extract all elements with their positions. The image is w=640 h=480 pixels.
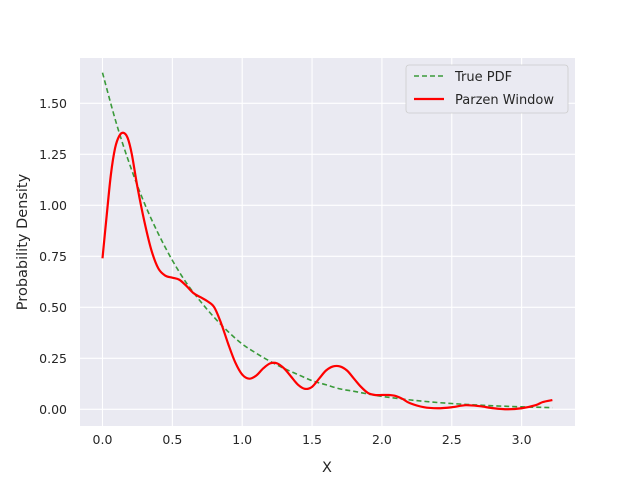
series-layer bbox=[101, 72, 553, 411]
legend-label-true-pdf: True PDF bbox=[454, 70, 512, 85]
y-axis-ticks: 0.00 0.25 0.50 0.75 1.00 1.25 1.50 bbox=[39, 96, 67, 417]
x-tick-label: 1.0 bbox=[232, 432, 252, 447]
x-axis-label: X bbox=[322, 460, 332, 476]
y-tick-label: 0.75 bbox=[39, 249, 67, 264]
y-tick-label: 0.50 bbox=[39, 300, 67, 315]
grid bbox=[80, 58, 575, 426]
x-tick-label: 2.0 bbox=[372, 432, 392, 447]
x-tick-label: 0.0 bbox=[93, 432, 113, 447]
legend: True PDF Parzen Window bbox=[405, 64, 569, 114]
x-tick-label: 0.5 bbox=[162, 432, 182, 447]
x-axis-ticks: 0.0 0.5 1.0 1.5 2.0 2.5 3.0 bbox=[93, 432, 532, 447]
parzen-window-line bbox=[101, 131, 553, 411]
x-tick-label: 2.5 bbox=[442, 432, 462, 447]
legend-box bbox=[405, 64, 569, 114]
x-tick-label: 3.0 bbox=[512, 432, 532, 447]
legend-label-parzen-window: Parzen Window bbox=[455, 93, 554, 108]
x-tick-label: 1.5 bbox=[302, 432, 322, 447]
true-pdf-line bbox=[101, 72, 553, 409]
y-tick-label: 1.50 bbox=[39, 96, 67, 111]
y-tick-label: 1.00 bbox=[39, 198, 67, 213]
y-tick-label: 0.00 bbox=[39, 402, 67, 417]
y-tick-label: 0.25 bbox=[39, 351, 67, 366]
y-tick-label: 1.25 bbox=[39, 147, 67, 162]
y-axis-label: Probability Density bbox=[15, 173, 31, 310]
